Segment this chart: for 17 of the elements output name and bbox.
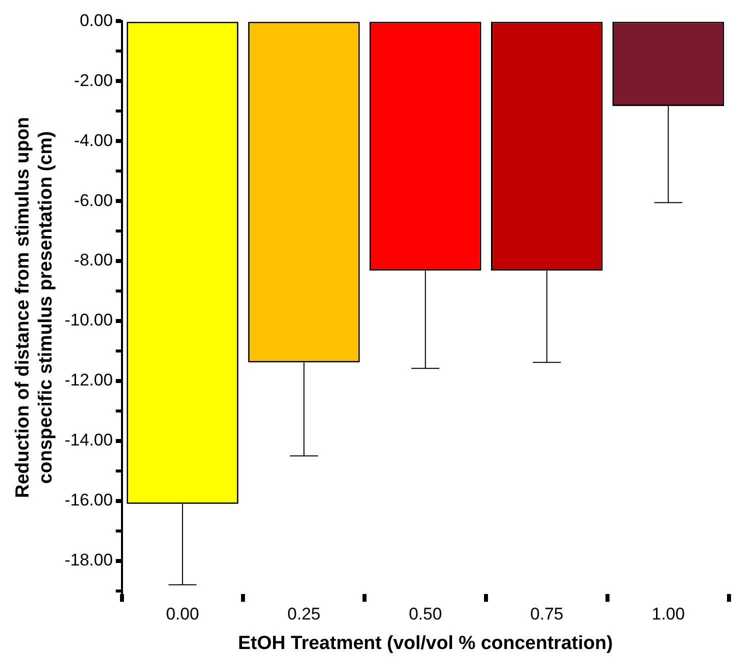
y-tick-label: -6.00	[74, 190, 113, 210]
y-tick-label: -14.00	[64, 430, 113, 450]
y-tick-label: -16.00	[64, 490, 113, 510]
x-tick-label: 0.00	[166, 604, 200, 624]
x-tick-label: 0.50	[408, 604, 442, 624]
y-tick-label: -12.00	[64, 370, 113, 390]
y-tick-label: -4.00	[74, 130, 113, 150]
x-tick-label: 0.75	[530, 604, 564, 624]
y-tick-label: -18.00	[64, 550, 113, 570]
x-axis-title: EtOH Treatment (vol/vol % concentration)	[238, 632, 613, 654]
y-tick-label: -10.00	[64, 310, 113, 330]
y-tick-label: -8.00	[74, 250, 113, 270]
y-axis-title: Reduction of distance from stimulus upon conspecific stimulus presentation (cm)	[12, 116, 56, 498]
y-tick-label: 0.00	[80, 10, 113, 30]
x-tick-label: 1.00	[652, 604, 685, 624]
x-tick-label: 0.25	[287, 604, 321, 624]
y-tick-label: -2.00	[74, 70, 113, 90]
